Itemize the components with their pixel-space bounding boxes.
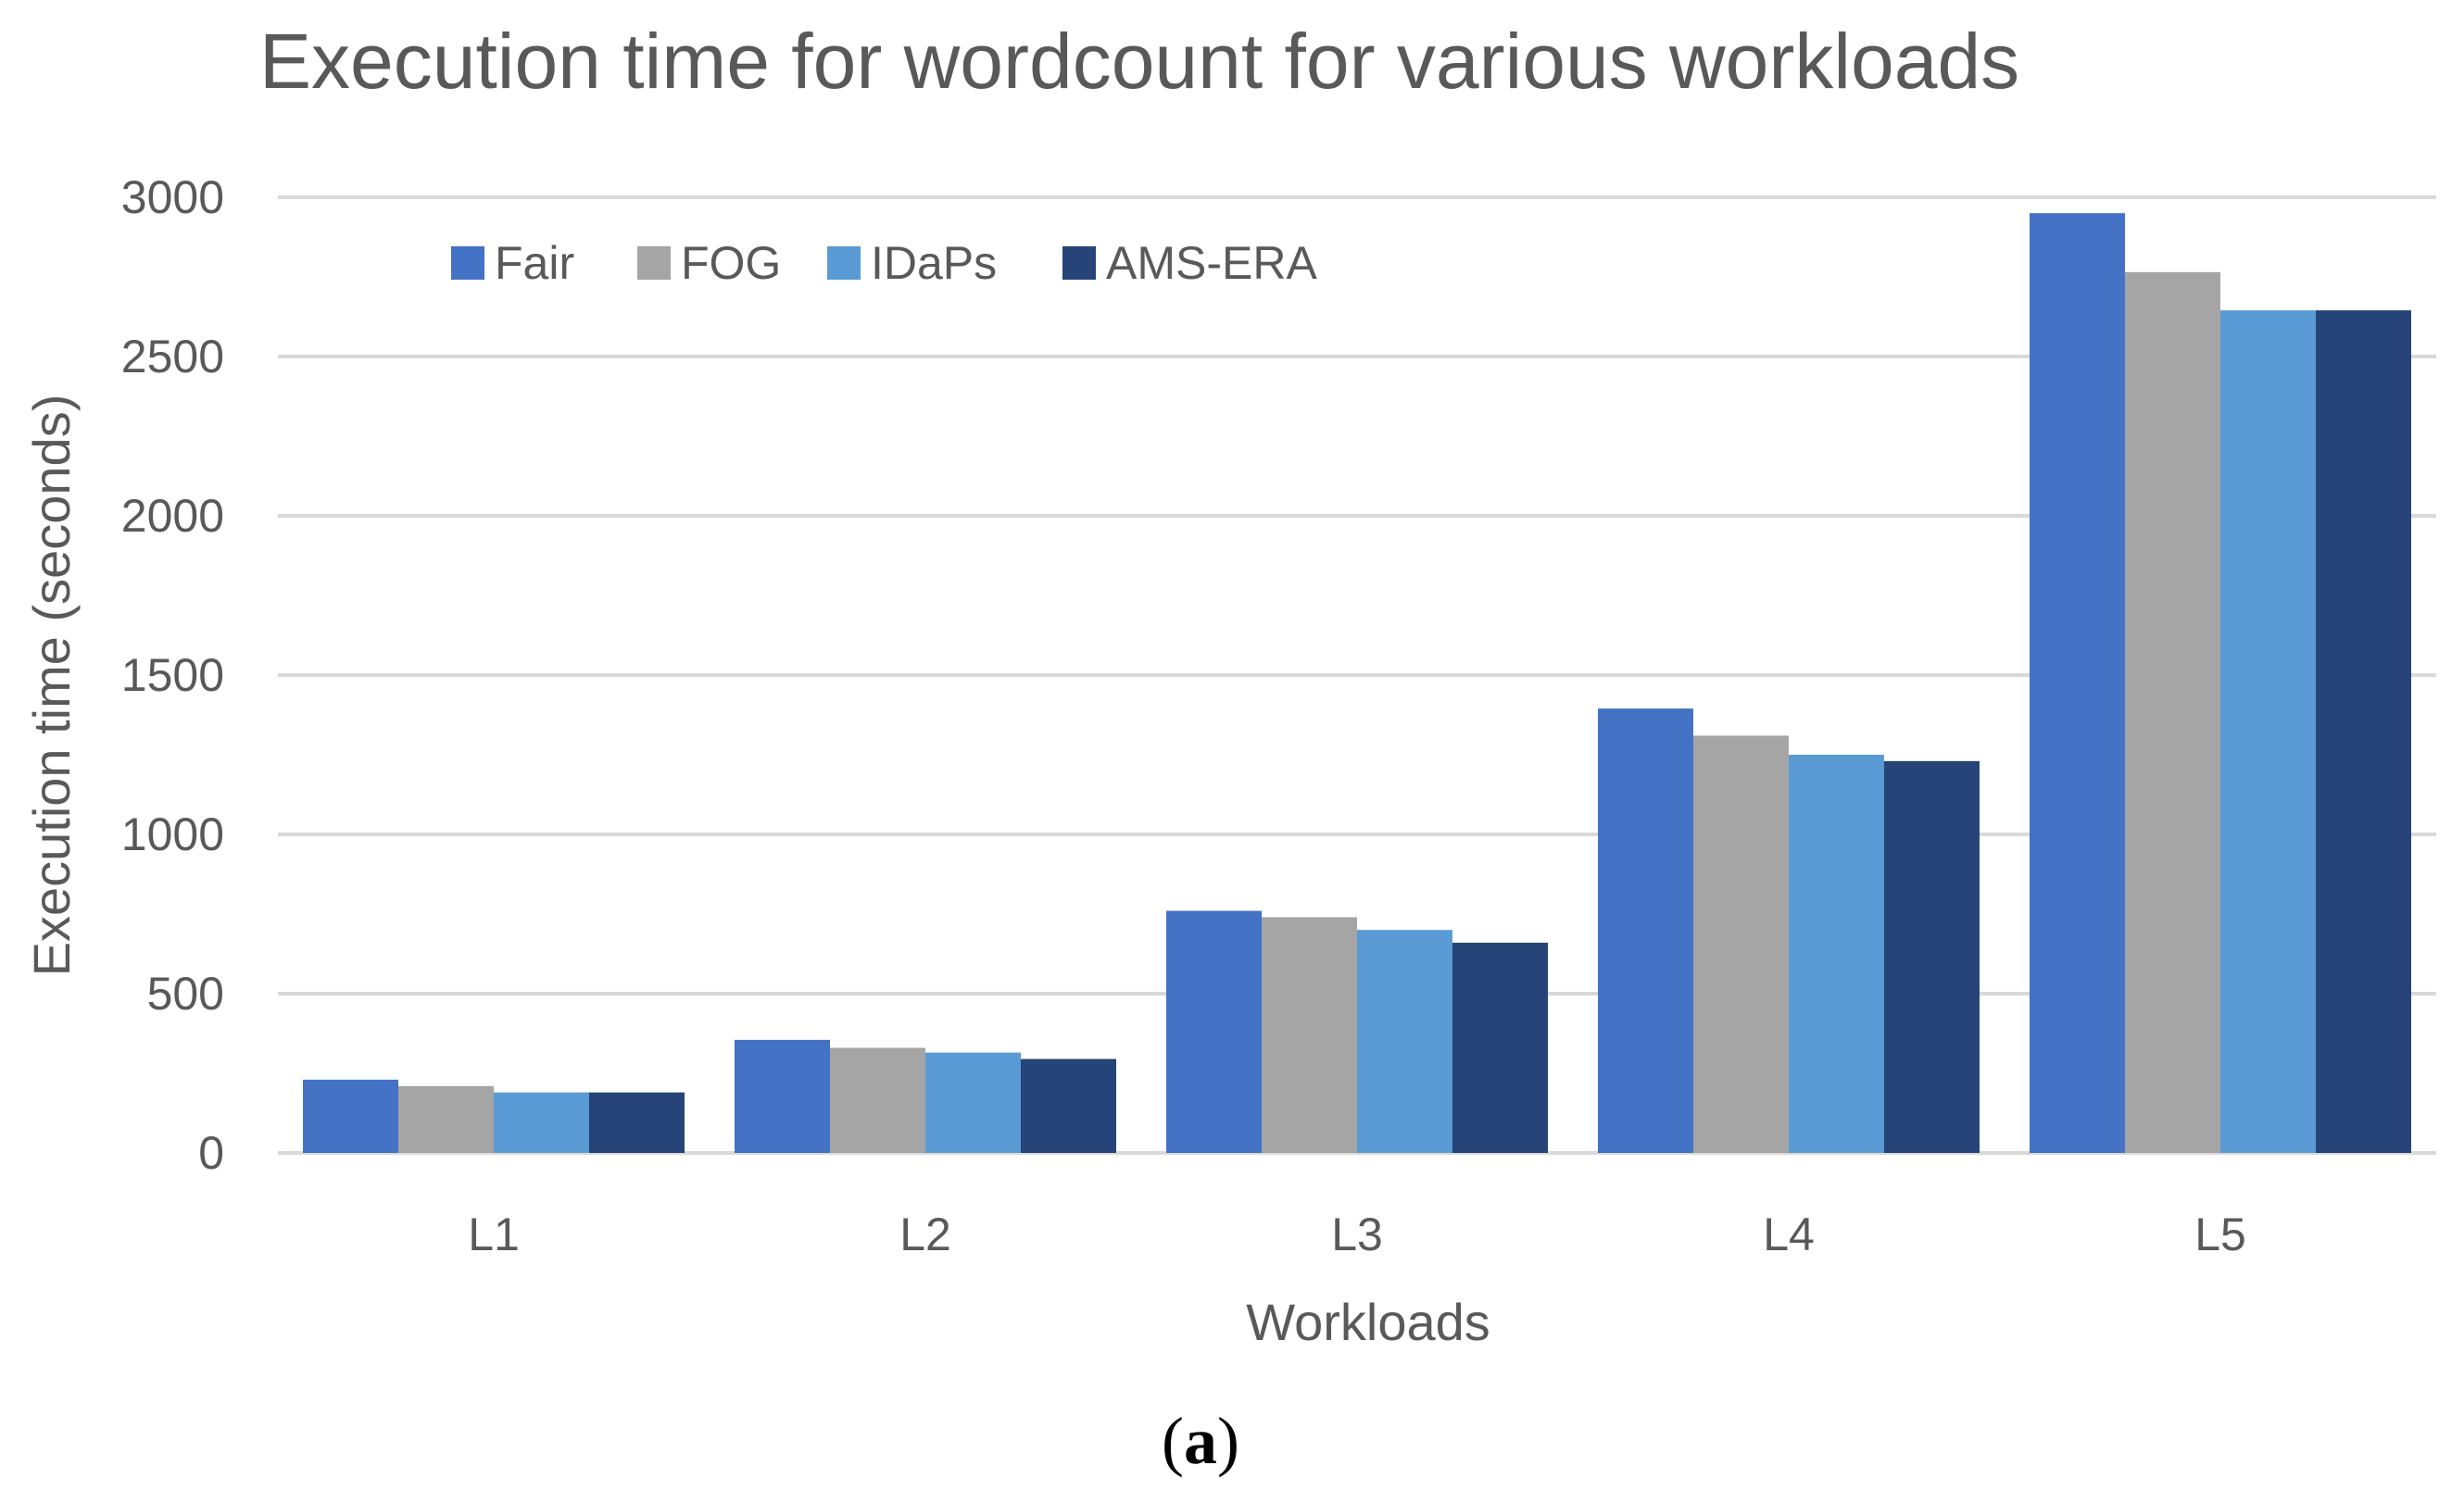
x-tick-label: L4 (1763, 1209, 1815, 1260)
caption-letter: a (1184, 1404, 1217, 1478)
bar-fair-l4 (1598, 708, 1693, 1153)
y-tick-label: 2500 (121, 331, 224, 382)
legend-label-fog: FOG (681, 237, 781, 289)
bar-fog-l5 (2125, 271, 2220, 1154)
bar-ams-era-l5 (2316, 310, 2411, 1153)
y-axis-ticks: 0 500 1000 1500 2000 2500 3000 (121, 171, 224, 1179)
legend-swatch-ams-era (1062, 246, 1096, 280)
bar-idaps-l3 (1357, 930, 1452, 1153)
bar-ams-era-l2 (1021, 1058, 1116, 1153)
chart-title: Execution time for wordcount for various… (259, 18, 2019, 105)
x-axis-title: Workloads (1246, 1293, 1490, 1351)
x-tick-label: L2 (899, 1209, 951, 1260)
y-tick-label: 0 (198, 1127, 224, 1179)
x-tick-label: L1 (468, 1209, 520, 1260)
x-tick-label: L3 (1331, 1209, 1383, 1260)
bar-fair-l3 (1166, 910, 1262, 1153)
caption-close: ) (1217, 1404, 1239, 1478)
x-tick-label: L5 (2194, 1209, 2246, 1260)
bar-idaps-l4 (1789, 755, 1884, 1153)
y-tick-label: 3000 (121, 171, 224, 223)
gridlines (278, 195, 2436, 1155)
bar-idaps-l2 (925, 1052, 1021, 1153)
caption-open: ( (1162, 1404, 1184, 1478)
legend-swatch-idaps (827, 246, 861, 280)
y-tick-label: 1000 (121, 808, 224, 860)
bar-fog-l1 (398, 1085, 494, 1153)
bar-fair-l2 (735, 1039, 830, 1153)
legend-swatch-fair (451, 246, 484, 280)
y-axis-title: Execution time (seconds) (22, 395, 81, 977)
bar-ams-era-l3 (1452, 942, 1548, 1153)
bar-fog-l4 (1693, 735, 1789, 1153)
bar-ams-era-l4 (1884, 760, 1980, 1153)
bar-idaps-l1 (494, 1092, 589, 1153)
bar-ams-era-l1 (589, 1092, 685, 1153)
y-tick-label: 2000 (121, 490, 224, 542)
y-tick-label: 500 (147, 968, 224, 1020)
bar-fair-l5 (2030, 213, 2125, 1153)
legend-label-ams-era: AMS-ERA (1106, 237, 1317, 289)
bar-idaps-l5 (2220, 310, 2316, 1153)
bar-fog-l3 (1262, 917, 1357, 1153)
bar-fair-l1 (303, 1079, 398, 1153)
legend: Fair FOG IDaPs AMS-ERA (451, 237, 1317, 289)
bars (303, 213, 2411, 1154)
legend-label-idaps: IDaPs (871, 237, 997, 289)
y-tick-label: 1500 (121, 649, 224, 701)
legend-swatch-fog (637, 246, 671, 280)
x-axis-ticks: L1 L2 L3 L4 L5 (468, 1209, 2246, 1260)
figure-caption: (a) (1162, 1404, 1239, 1478)
bar-fog-l2 (830, 1047, 925, 1153)
legend-label-fair: Fair (495, 237, 574, 289)
